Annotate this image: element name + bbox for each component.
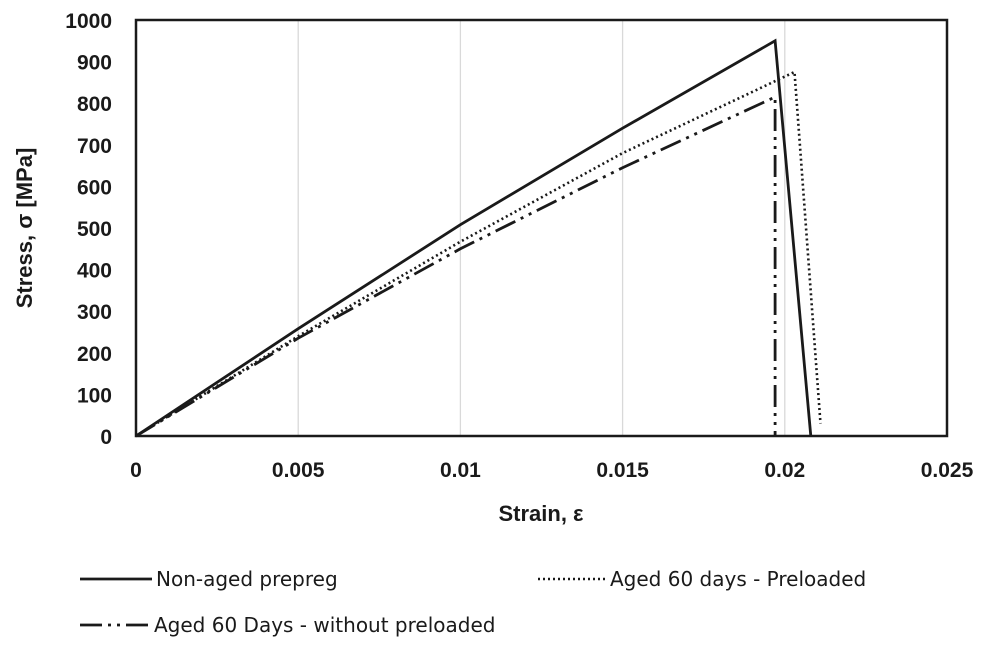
y-tick-label: 500 [77, 218, 112, 241]
y-tick-label: 0 [100, 426, 112, 449]
y-tick-label: 700 [77, 135, 112, 158]
legend-label-2: Aged 60 days - Preloaded [610, 567, 866, 591]
x-tick-label: 0 [130, 459, 142, 482]
legend: Non-aged prepreg Aged 60 days - Preloaded… [80, 567, 866, 637]
x-tick-label: 0.01 [440, 459, 481, 482]
legend-label-1: Non-aged prepreg [156, 567, 338, 591]
y-tick-label: 900 [77, 52, 112, 75]
y-tick-label: 1000 [65, 10, 112, 33]
y-tick-label: 200 [77, 343, 112, 366]
y-tick-label: 400 [77, 260, 112, 283]
plot-area-frame [134, 18, 949, 438]
series-line-1 [135, 38, 813, 438]
gridlines [297, 20, 786, 436]
x-tick-label: 0.02 [764, 459, 805, 482]
x-axis-title: Strain, ε [498, 501, 584, 526]
x-axis-ticks: 0 0.005 0.01 0.015 0.02 0.025 [130, 459, 973, 482]
y-tick-label: 100 [77, 384, 112, 407]
y-tick-label: 300 [77, 301, 112, 324]
series-lines [135, 38, 822, 438]
series-line-2 [135, 70, 822, 438]
y-axis-title: Stress, σ [MPa] [12, 148, 37, 309]
legend-label-3: Aged 60 Days - without preloaded [154, 613, 495, 637]
y-axis-ticks: 0 100 200 300 400 500 600 700 800 900 1000 [65, 10, 112, 449]
x-tick-label: 0.015 [596, 459, 649, 482]
x-tick-label: 0.025 [921, 459, 974, 482]
y-tick-label: 600 [77, 176, 112, 199]
y-tick-label: 800 [77, 93, 112, 116]
series-line-3 [135, 94, 777, 438]
x-tick-label: 0.005 [272, 459, 325, 482]
